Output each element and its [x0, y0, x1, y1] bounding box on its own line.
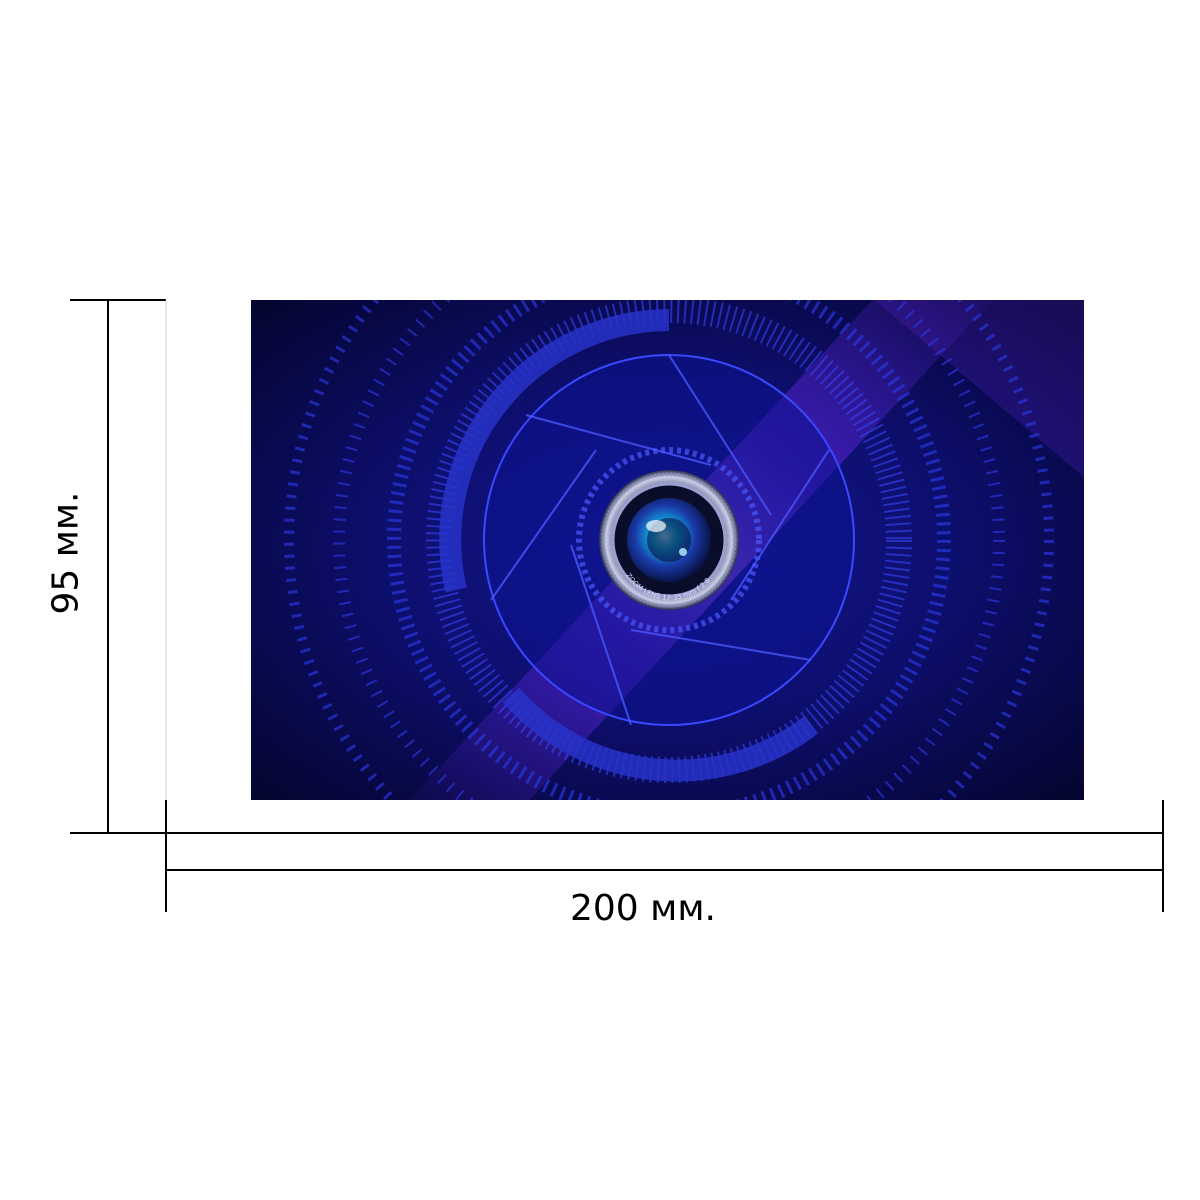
lens-artwork-image: ZOOM LENS 17-35 mm f 2.8 [251, 300, 1084, 800]
height-dimension-label: 95 мм. [45, 491, 87, 615]
camera-lens-illustration: ZOOM LENS 17-35 mm f 2.8 [251, 300, 1084, 800]
width-dimension-label: 200 мм. [570, 888, 716, 929]
